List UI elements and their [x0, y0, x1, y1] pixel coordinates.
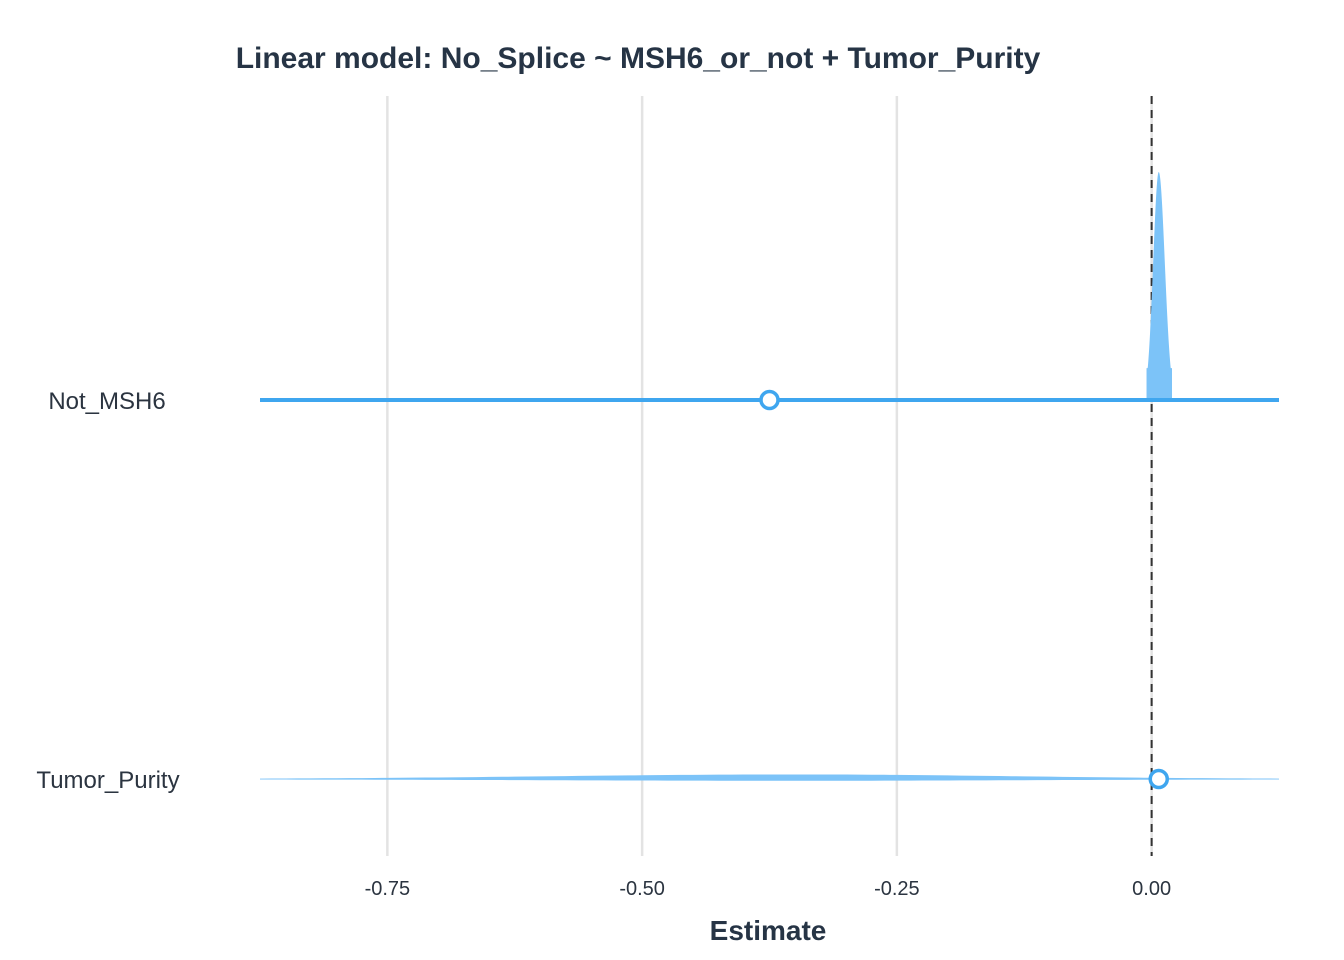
x-tick-label-1: -0.50 [619, 878, 665, 900]
x-tick-label-2: -0.25 [874, 878, 920, 900]
x-tick-labels: -0.75 -0.50 -0.25 0.00 [365, 878, 1172, 900]
x-axis-label: Estimate [710, 915, 827, 946]
category-label-Tumor_Purity: Tumor_Purity [36, 767, 179, 794]
point-Not_MSH6 [761, 392, 778, 409]
density-Tumor_Purity [260, 774, 1279, 779]
chart-title: Linear model: No_Splice ~ MSH6_or_not + … [236, 42, 1041, 75]
x-tick-label-0: -0.75 [365, 878, 411, 900]
density-Not_MSH6 [1147, 172, 1172, 400]
point-Tumor_Purity [1150, 771, 1167, 788]
category-labels: Not_MSH6 Tumor_Purity [36, 388, 179, 794]
grid-layer [387, 96, 1151, 856]
x-tick-label-3: 0.00 [1132, 878, 1171, 900]
density-layer [260, 172, 1279, 781]
density-lower-Tumor_Purity [260, 779, 1279, 781]
category-label-Not_MSH6: Not_MSH6 [48, 388, 165, 415]
point-layer [761, 392, 1167, 788]
